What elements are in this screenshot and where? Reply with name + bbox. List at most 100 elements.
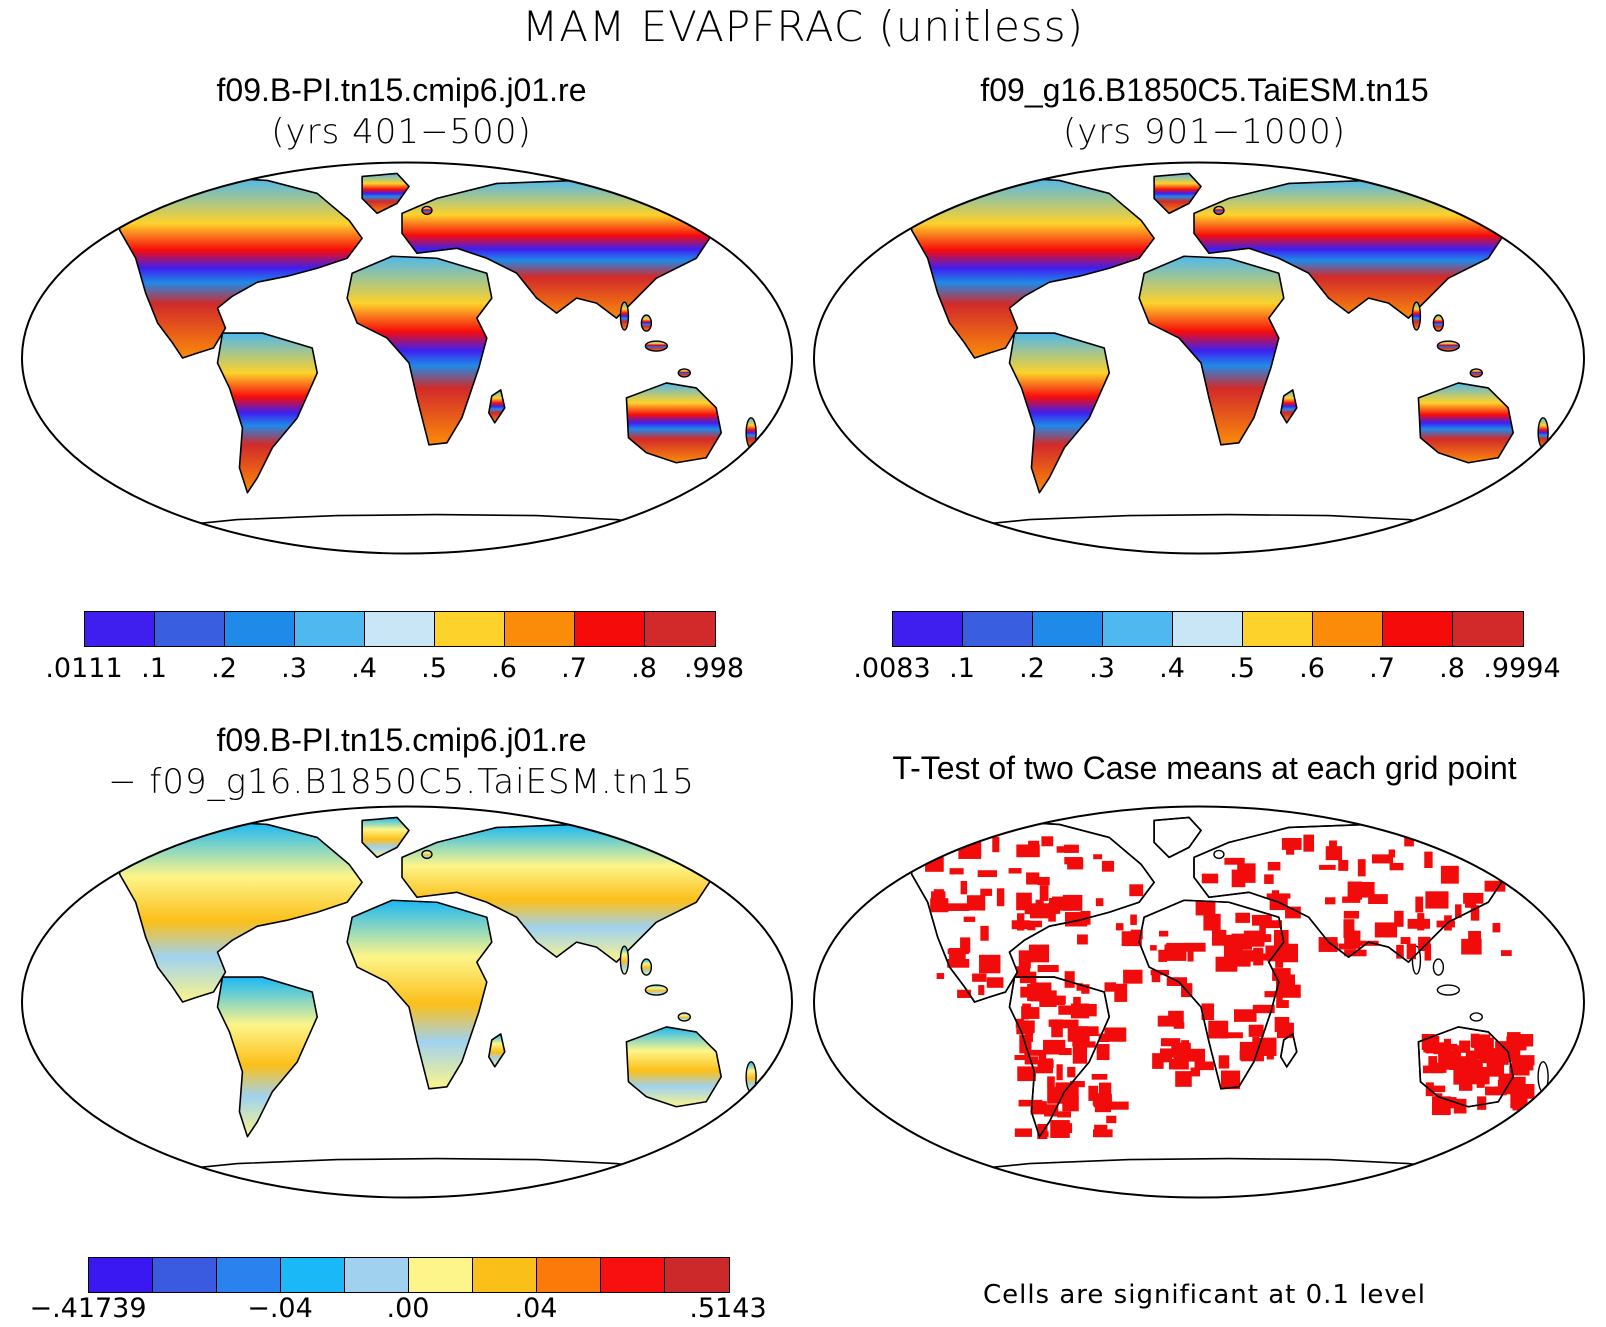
- colorbar-tick-label: .3: [281, 653, 307, 684]
- antarctica-landmass: [948, 513, 1470, 554]
- colorbar-swatch: [962, 611, 1034, 647]
- colorbar-tick-label: .998: [683, 653, 745, 684]
- colorbar-swatch: [892, 611, 964, 647]
- colorbar-tick-label: −.04: [247, 1293, 313, 1324]
- colorbar-swatch: [1312, 611, 1384, 647]
- colorbar-tick-label: .0083: [853, 653, 931, 684]
- colorbar-tick-label: .1: [949, 653, 975, 684]
- colorbar-swatch: [574, 611, 646, 647]
- map-panel3: [20, 805, 794, 1199]
- island: [1436, 984, 1461, 996]
- antarctica-landmass: [156, 1157, 678, 1198]
- colorbar-panel3: −.41739 −.04 .00 .04 .5143: [29, 1257, 767, 1327]
- colorbar-tick-label: .5: [421, 653, 447, 684]
- map-border: [20, 161, 794, 555]
- colorbar-swatch: [644, 611, 716, 647]
- island: [1432, 958, 1445, 976]
- panel1-title: f09.B-PI.tn15.cmip6.j01.re: [216, 72, 587, 108]
- colorbar-swatch: [664, 1257, 730, 1293]
- colorbar-swatch: [224, 611, 296, 647]
- australia-landmass: [1417, 382, 1514, 464]
- south-america-landmass: [1008, 332, 1111, 494]
- colorbar-tick-label: .5143: [689, 1293, 767, 1324]
- australia-landmass: [625, 1026, 722, 1108]
- island: [644, 984, 669, 996]
- colorbar-tick-label: .9994: [1483, 653, 1561, 684]
- colorbar-swatch: [84, 611, 156, 647]
- colorbar-swatch: [1242, 611, 1314, 647]
- africa-landmass: [346, 255, 493, 446]
- colorbar-tick-label: −.41739: [29, 1293, 147, 1324]
- island: [677, 1012, 691, 1022]
- colorbar-tick-label: .2: [1019, 653, 1045, 684]
- colorbar-swatch: [504, 611, 576, 647]
- colorbar-swatch: [364, 611, 436, 647]
- colorbar-tick-label: .7: [561, 653, 587, 684]
- colorbar-tick-label: .4: [1159, 653, 1185, 684]
- island: [644, 340, 669, 352]
- colorbar-swatch: [154, 611, 226, 647]
- island: [1436, 340, 1461, 352]
- colorbar-swatch: [1452, 611, 1524, 647]
- map-panel2: [812, 161, 1586, 555]
- island: [677, 368, 691, 378]
- colorbar-tick-label: .6: [1299, 653, 1325, 684]
- colorbar-tick-label: .1: [141, 653, 167, 684]
- panel2-title: f09_g16.B1850C5.TaiESM.tn15: [980, 72, 1429, 108]
- colorbar-swatch: [1382, 611, 1454, 647]
- antarctica-landmass: [156, 513, 678, 554]
- colorbar-tick-label: .7: [1369, 653, 1395, 684]
- panel1-subtitle: (yrs 401−500): [271, 112, 532, 152]
- madagascar-landmass: [1279, 389, 1298, 424]
- colorbar-tick-label: .8: [1439, 653, 1465, 684]
- madagascar-landmass: [487, 1033, 506, 1068]
- north-america-landmass: [116, 821, 363, 1003]
- colorbar-swatch: [344, 1257, 410, 1293]
- map-panel4: [812, 805, 1586, 1199]
- colorbar-tick-label: .2: [211, 653, 237, 684]
- colorbar-tick-label: .0111: [45, 653, 123, 684]
- island: [619, 945, 630, 975]
- greenland-landmass: [361, 172, 410, 215]
- colorbar-panel2: .0083 .1 .2 .3 .4 .5 .6 .7 .8 .9994: [853, 611, 1561, 701]
- island: [1411, 301, 1422, 331]
- colorbar-tick-label: .00: [386, 1293, 430, 1324]
- colorbar-tick-label: .04: [514, 1293, 558, 1324]
- island: [1213, 849, 1225, 860]
- north-america-landmass: [908, 177, 1155, 359]
- colorbar-swatch: [152, 1257, 218, 1293]
- antarctica-landmass: [948, 1157, 1470, 1198]
- island: [421, 849, 433, 860]
- colorbar-swatch: [408, 1257, 474, 1293]
- colorbar-swatch: [1102, 611, 1174, 647]
- colorbar-swatch: [536, 1257, 602, 1293]
- significance-cells: [925, 832, 1535, 1140]
- panel3-subtitle: − f09_g16.B1850C5.TaiESM.tn15: [108, 762, 695, 802]
- panel3-title: f09.B-PI.tn15.cmip6.j01.re: [216, 722, 587, 758]
- colorbar-swatch: [294, 611, 366, 647]
- map-border: [812, 161, 1586, 555]
- map-panel1: [20, 161, 794, 555]
- colorbar-panel1: .0111 .1 .2 .3 .4 .5 .6 .7 .8 .998: [45, 611, 744, 701]
- island: [1213, 205, 1225, 216]
- colorbar-tick-label: .5: [1229, 653, 1255, 684]
- colorbar-swatch: [280, 1257, 346, 1293]
- significance-note: Cells are significant at 0.1 level: [982, 1280, 1427, 1310]
- greenland-landmass: [361, 816, 410, 859]
- island: [1469, 368, 1483, 378]
- colorbar-swatch: [434, 611, 506, 647]
- north-america-landmass: [116, 177, 363, 359]
- south-america-landmass: [216, 976, 319, 1138]
- panel2-subtitle: (yrs 901−1000): [1062, 112, 1347, 152]
- island: [619, 301, 630, 331]
- africa-landmass: [346, 899, 493, 1090]
- colorbar-tick-label: .3: [1089, 653, 1115, 684]
- colorbar-swatch: [1172, 611, 1244, 647]
- colorbar-tick-label: .8: [631, 653, 657, 684]
- island: [1469, 1012, 1483, 1022]
- australia-landmass: [625, 382, 722, 464]
- colorbar-tick-label: .4: [351, 653, 377, 684]
- madagascar-landmass: [487, 389, 506, 424]
- island: [1432, 314, 1445, 332]
- africa-landmass: [1138, 255, 1285, 446]
